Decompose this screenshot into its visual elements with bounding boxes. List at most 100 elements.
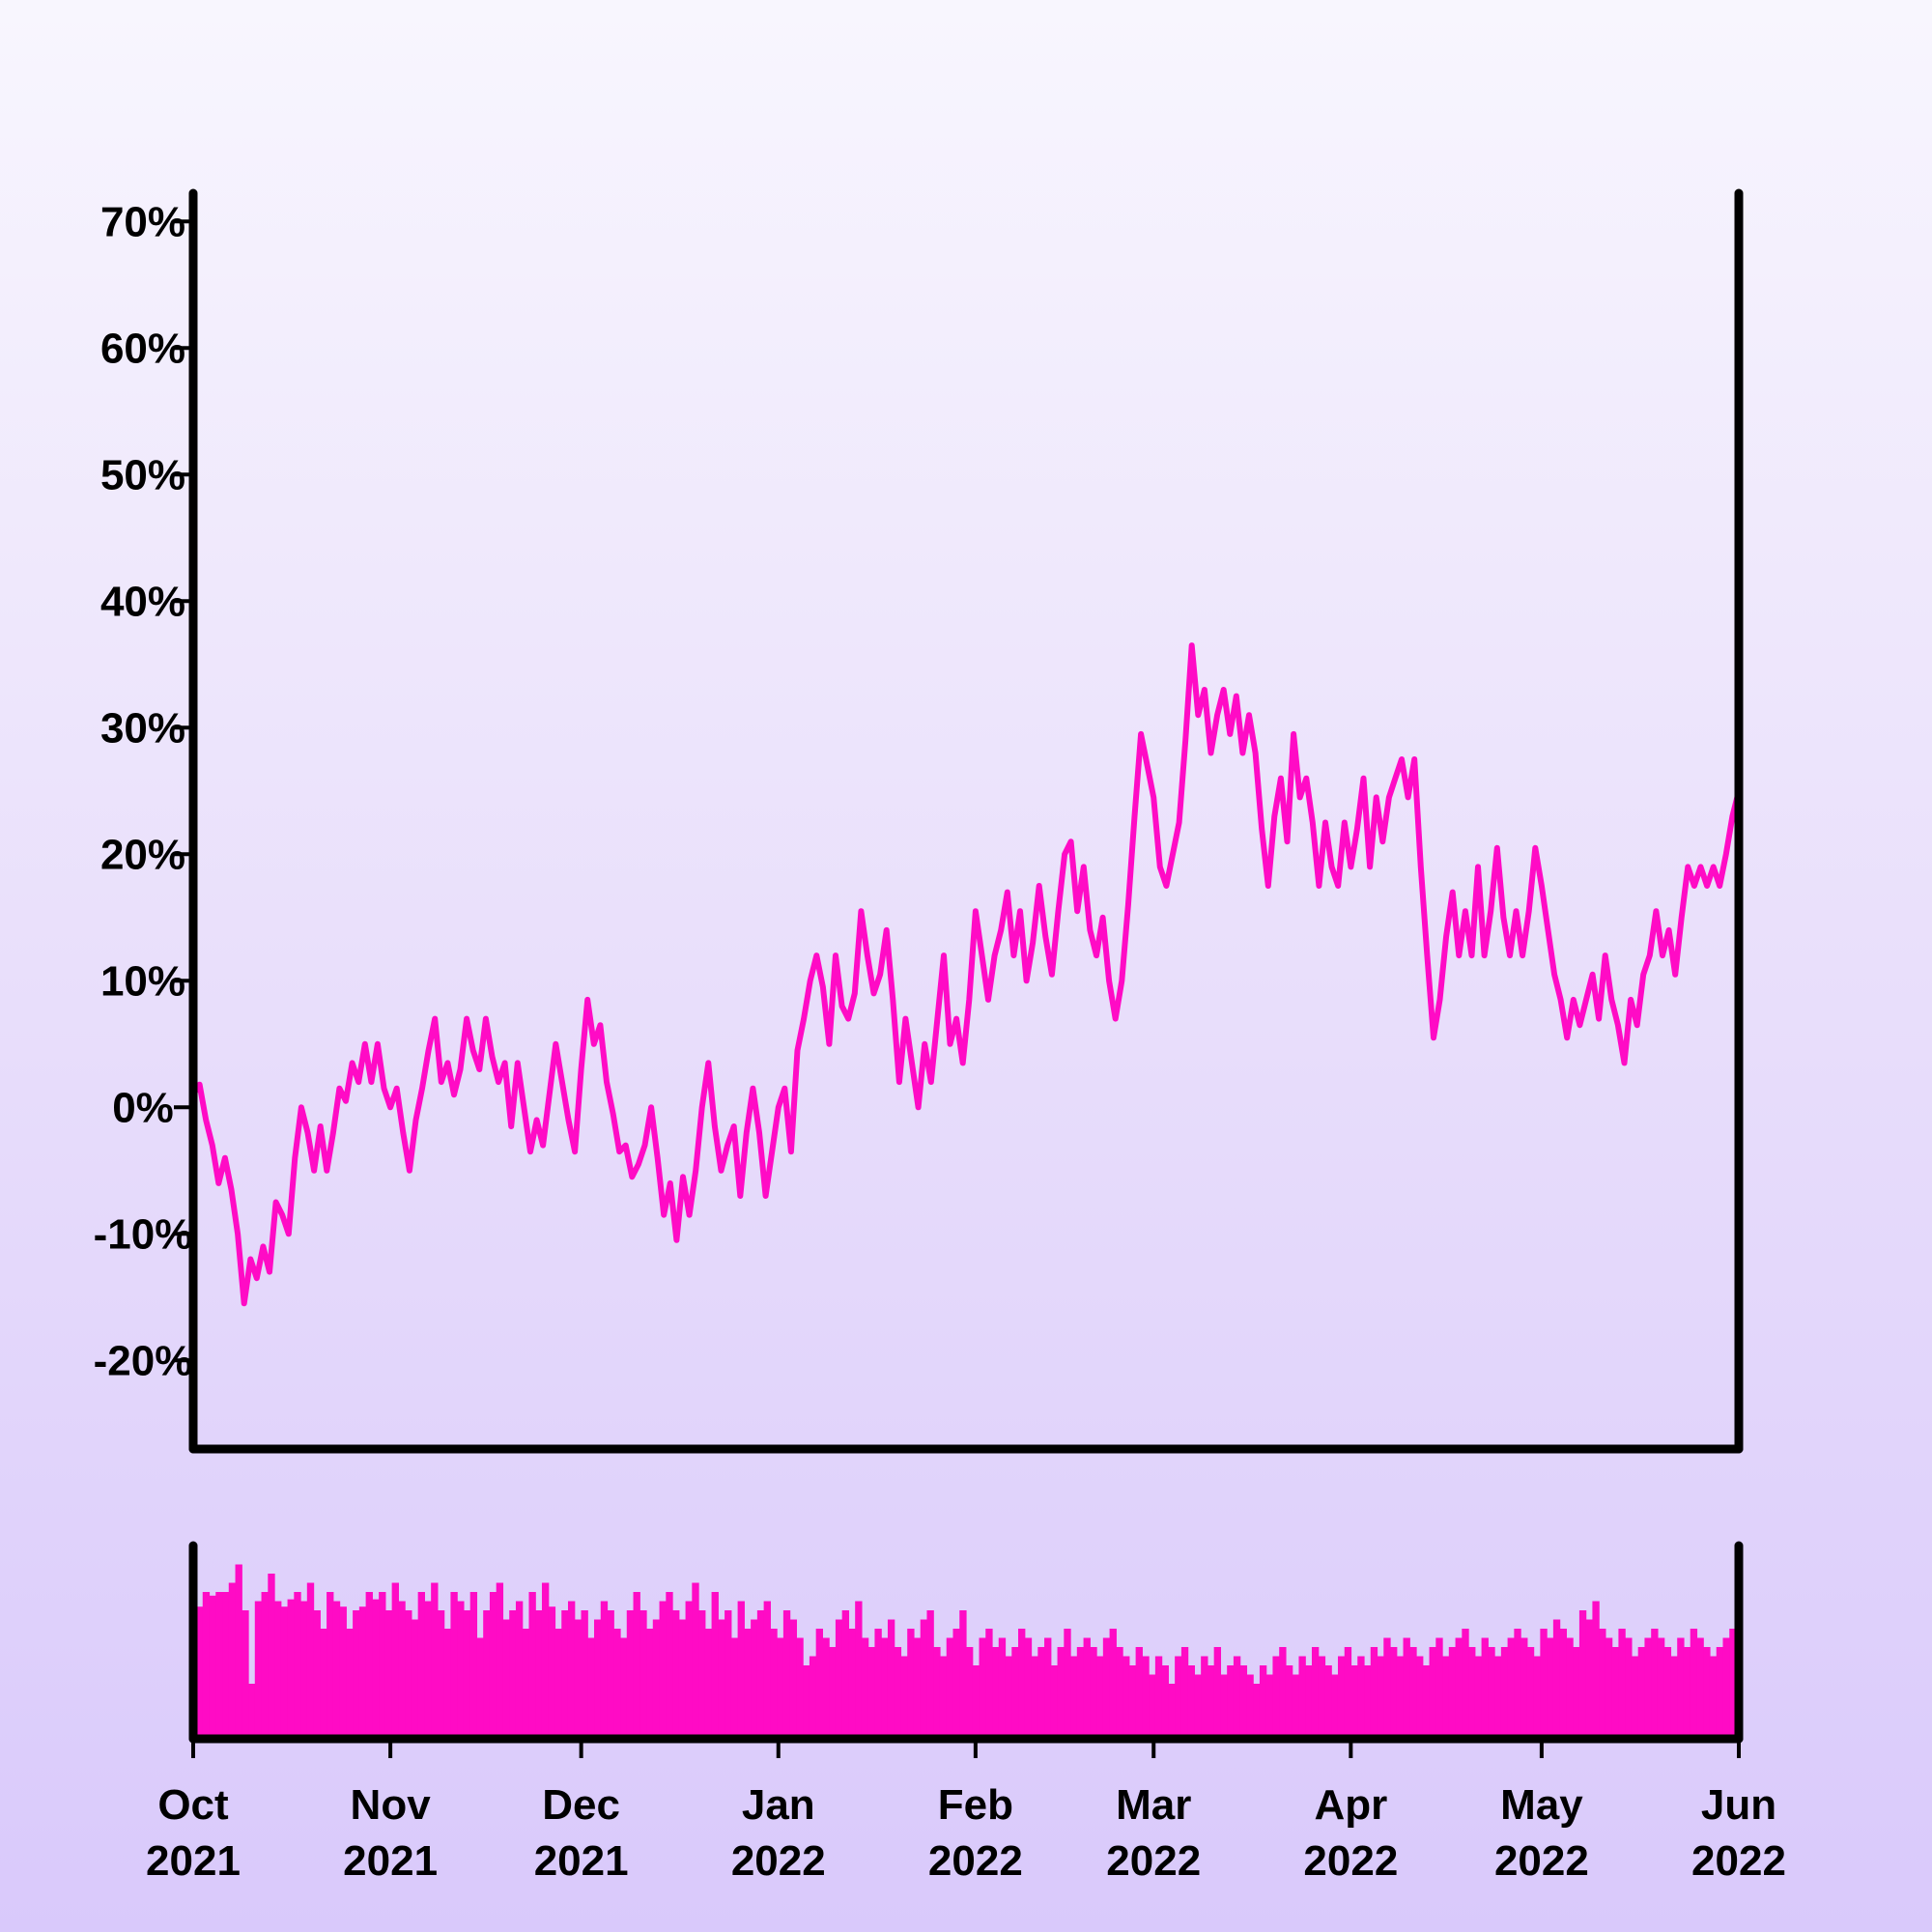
price-line-layer	[190, 642, 1742, 1307]
volume-bar	[711, 1592, 719, 1739]
volume-bar	[1233, 1656, 1241, 1739]
volume-bar	[607, 1610, 614, 1739]
volume-bar	[1279, 1647, 1287, 1739]
volume-bar	[1481, 1637, 1489, 1739]
volume-bar	[528, 1592, 536, 1739]
volume-bar	[1611, 1647, 1620, 1739]
volume-bar	[1227, 1665, 1235, 1739]
volume-bar	[1175, 1656, 1182, 1739]
volume-bar	[567, 1601, 576, 1739]
volume-bar	[867, 1647, 876, 1739]
volume-bar	[287, 1599, 295, 1739]
y-tick-label: 40%	[100, 578, 185, 625]
volume-bar	[1364, 1665, 1372, 1739]
volume-bar	[1259, 1665, 1267, 1739]
volume-bar	[1370, 1647, 1378, 1739]
volume-bar	[730, 1637, 739, 1739]
volume-bar	[268, 1574, 275, 1739]
volume-bar	[1024, 1637, 1033, 1739]
volume-bar	[561, 1610, 569, 1739]
volume-bar	[228, 1582, 237, 1739]
volume-bar	[457, 1601, 465, 1739]
volume-bar	[874, 1629, 882, 1739]
volume-bar	[280, 1606, 289, 1739]
volume-bar	[502, 1619, 510, 1739]
x-tick-label-month: Apr	[1314, 1781, 1387, 1829]
volume-bar	[274, 1601, 282, 1739]
volume-bar	[985, 1629, 993, 1739]
volume-bar	[1448, 1647, 1457, 1739]
volume-bar	[809, 1656, 817, 1739]
volume-bar	[548, 1606, 556, 1739]
volume-bar	[209, 1595, 216, 1739]
volume-bar	[242, 1610, 249, 1739]
volume-bar	[1552, 1619, 1561, 1739]
volume-bar	[1709, 1656, 1718, 1739]
volume-bar	[443, 1629, 452, 1739]
volume-bar	[1076, 1647, 1085, 1739]
volume-bar	[1540, 1629, 1548, 1739]
volume-bar	[1102, 1637, 1111, 1739]
volume-bar	[803, 1665, 810, 1739]
volume-bar	[1462, 1629, 1469, 1739]
volume-bar	[1149, 1674, 1156, 1739]
volume-bar	[1292, 1674, 1300, 1739]
volume-bar	[1722, 1637, 1730, 1739]
volume-bar	[1377, 1656, 1384, 1739]
volume-bar	[1180, 1647, 1189, 1739]
volume-bar	[1253, 1684, 1261, 1739]
x-tick-label-year: 2022	[1691, 1837, 1786, 1885]
volume-bar	[469, 1592, 478, 1739]
volume-bar	[1696, 1637, 1704, 1739]
volume-bar	[1135, 1647, 1143, 1739]
volume-bar	[672, 1610, 680, 1739]
volume-bar	[1383, 1637, 1391, 1739]
volume-bar	[613, 1629, 621, 1739]
volume-bar	[855, 1601, 863, 1739]
volume-bar	[372, 1599, 380, 1739]
volume-bar	[1194, 1674, 1202, 1739]
volume-bar	[1435, 1637, 1443, 1739]
volume-bar	[666, 1592, 673, 1739]
volume-bar	[1050, 1665, 1059, 1739]
volume-bar	[1096, 1656, 1104, 1739]
volume-bar	[920, 1619, 928, 1739]
volume-bar	[692, 1582, 699, 1739]
volume-bar	[1547, 1637, 1554, 1739]
volume-bar	[959, 1610, 967, 1739]
volume-bar	[384, 1610, 393, 1739]
volume-bar	[894, 1647, 902, 1739]
volume-bar	[639, 1610, 647, 1739]
volume-bar	[1285, 1665, 1293, 1739]
volume-bar	[1070, 1656, 1078, 1739]
volume-bar	[1729, 1629, 1737, 1739]
volume-bar	[1064, 1629, 1071, 1739]
x-tick-label-year: 2021	[343, 1837, 438, 1885]
volume-bar	[1331, 1674, 1339, 1739]
x-tick-label-month: Jun	[1701, 1781, 1776, 1829]
volume-bar	[1116, 1647, 1123, 1739]
volume-bar	[261, 1592, 269, 1739]
volume-bar	[1011, 1647, 1019, 1739]
volume-bar	[913, 1637, 922, 1739]
volume-bar	[1651, 1629, 1659, 1739]
volume-bar	[1005, 1656, 1012, 1739]
volume-bar	[1344, 1647, 1352, 1739]
volume-bar	[1442, 1656, 1450, 1739]
volume-bar	[327, 1592, 334, 1739]
volume-bar	[1239, 1665, 1248, 1739]
volume-bar	[1566, 1637, 1574, 1739]
volume-bar	[744, 1629, 752, 1739]
volume-bar	[1044, 1637, 1052, 1739]
volume-bar	[698, 1610, 706, 1739]
y-tick-label: -10%	[94, 1210, 193, 1258]
volume-bar	[1122, 1656, 1130, 1739]
volume-bar	[353, 1610, 360, 1739]
volume-bar	[1605, 1637, 1613, 1739]
volume-bar	[1109, 1629, 1117, 1739]
y-axis-ticks: 70% 60% 50% 40% 30% 20% 10% 0% -10% -20%	[94, 198, 193, 1384]
volume-bar	[1468, 1647, 1476, 1739]
x-tick-label-year: 2022	[1303, 1837, 1398, 1885]
volume-bar	[972, 1665, 980, 1739]
volume-bar	[1637, 1647, 1646, 1739]
